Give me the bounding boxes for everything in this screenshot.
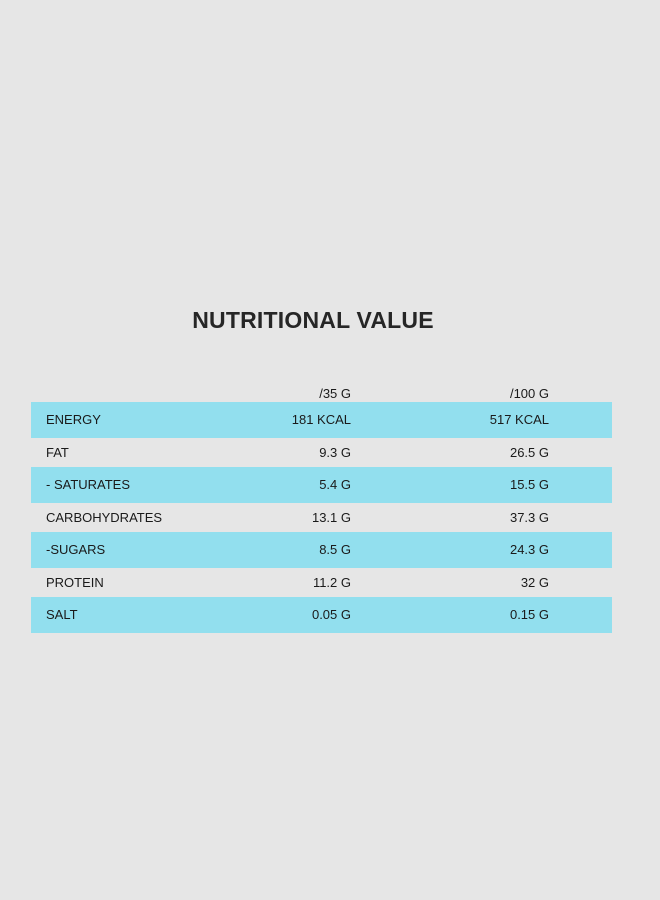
- column-header-per-35g: /35 G: [319, 386, 351, 401]
- table-row-saturates: - SATURATES 5.4 G 15.5 G: [31, 467, 612, 503]
- nutrient-label: SALT: [46, 607, 78, 622]
- column-header-per-100g: /100 G: [509, 386, 549, 401]
- table-row-carbohydrates: CARBOHYDRATES 13.1 G 37.3 G: [31, 503, 612, 532]
- value-per-35g: 13.1 G: [311, 510, 351, 525]
- table-header-row: /35 G /100 G: [31, 381, 612, 402]
- value-per-35g: 11.2 G: [312, 575, 351, 590]
- nutrient-label: CARBOHYDRATES: [46, 510, 163, 525]
- nutrient-label: -SUGARS: [46, 542, 106, 557]
- nutrient-label: FAT: [46, 445, 69, 460]
- value-per-35g: 0.05 G: [311, 607, 351, 622]
- value-per-100g: 37.3 G: [509, 510, 549, 525]
- value-per-35g: 8.5 G: [319, 542, 351, 557]
- nutrient-label: ENERGY: [46, 412, 101, 427]
- nutrient-label: - SATURATES: [46, 477, 131, 492]
- value-per-100g: 32 G: [520, 575, 549, 590]
- nutrition-table: /35 G /100 G ENERGY 181 KCAL 517 KCAL FA…: [31, 381, 612, 633]
- value-per-100g: 26.5 G: [509, 445, 549, 460]
- table-row-protein: PROTEIN 11.2 G 32 G: [31, 568, 612, 597]
- value-per-35g: 9.3 G: [319, 445, 351, 460]
- table-row-energy: ENERGY 181 KCAL 517 KCAL: [31, 402, 612, 438]
- value-per-100g: 517 KCAL: [489, 412, 549, 427]
- value-per-100g: 0.15 G: [509, 607, 549, 622]
- nutrient-label: PROTEIN: [46, 575, 104, 590]
- table-row-salt: SALT 0.05 G 0.15 G: [31, 597, 612, 633]
- value-per-35g: 5.4 G: [319, 477, 351, 492]
- table-row-fat: FAT 9.3 G 26.5 G: [31, 438, 612, 467]
- page-title: NUTRITIONAL VALUE: [192, 307, 434, 333]
- value-per-100g: 24.3 G: [509, 542, 549, 557]
- table-row-sugars: -SUGARS 8.5 G 24.3 G: [31, 532, 612, 568]
- value-per-100g: 15.5 G: [509, 477, 549, 492]
- value-per-35g: 181 KCAL: [291, 412, 351, 427]
